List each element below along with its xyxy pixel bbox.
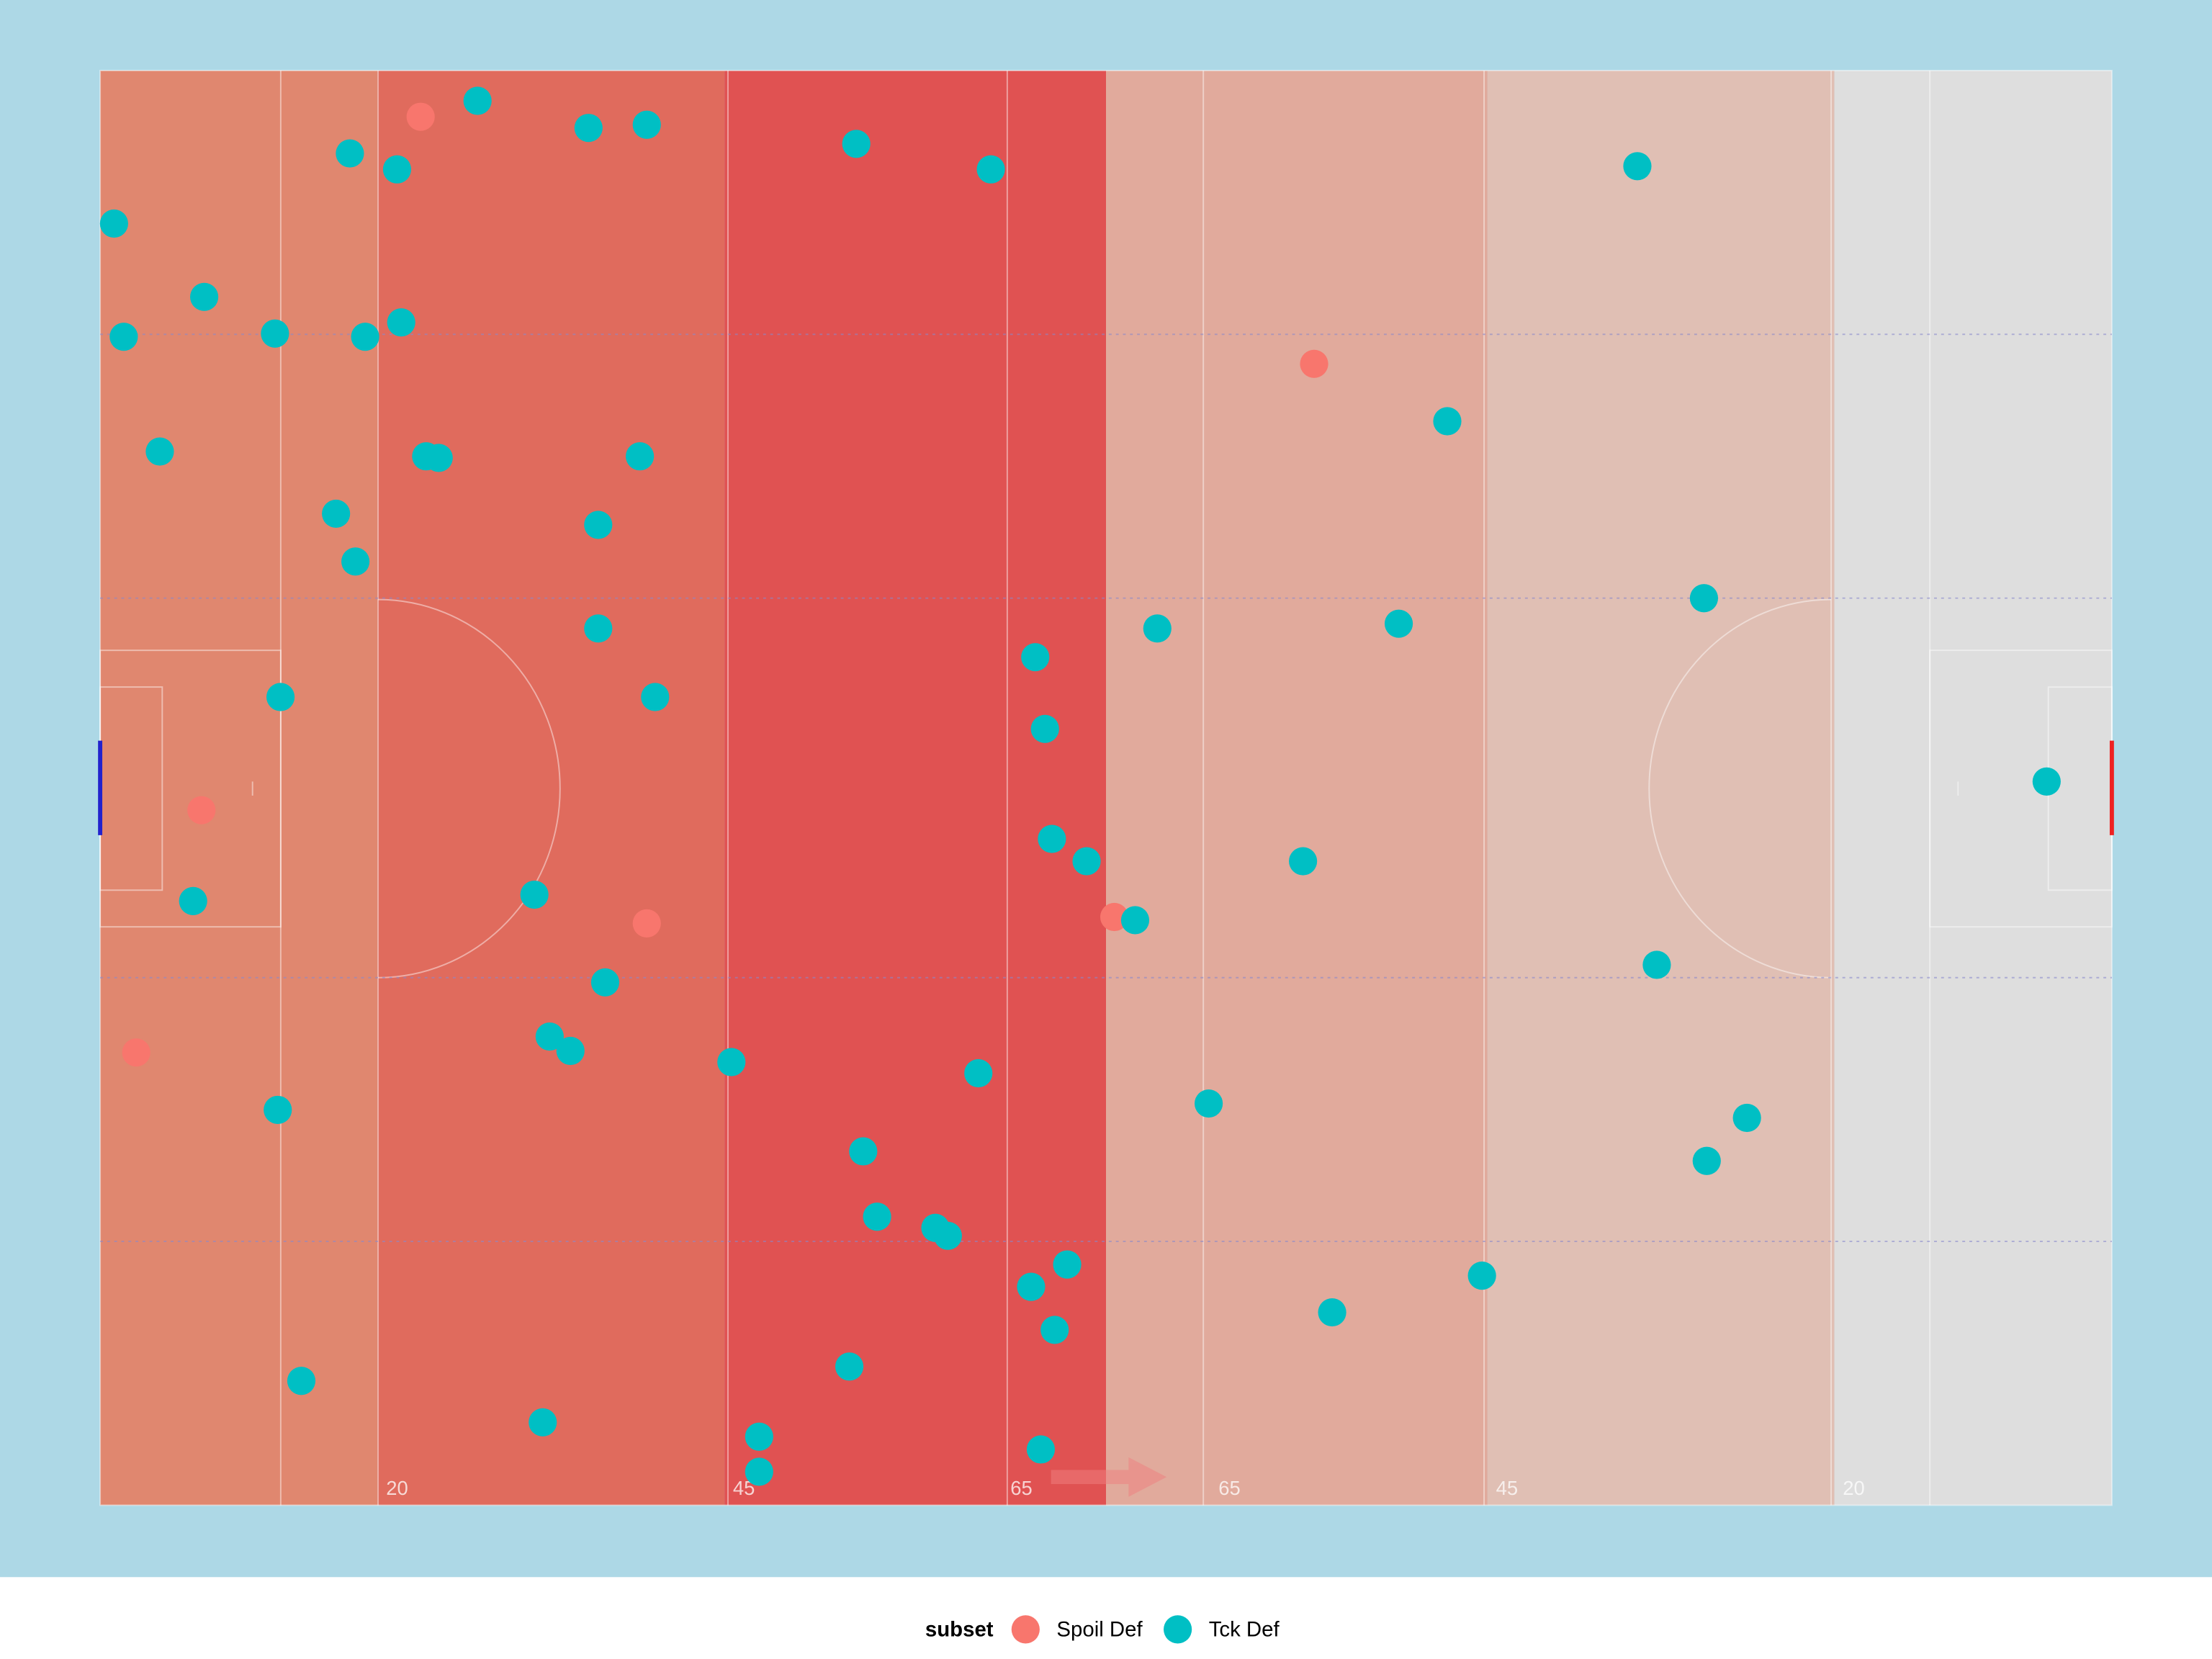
point <box>424 444 453 472</box>
point <box>264 1095 292 1124</box>
point <box>382 155 412 184</box>
legend-background <box>0 1577 2212 1659</box>
x-tick-label: 45 <box>1496 1477 1518 1499</box>
point <box>287 1367 316 1395</box>
point <box>745 1422 773 1451</box>
point <box>2032 767 2061 796</box>
point <box>976 155 1005 184</box>
point <box>590 968 620 997</box>
point <box>1318 1298 1346 1327</box>
point <box>336 139 364 168</box>
point <box>626 442 655 471</box>
point <box>351 323 379 351</box>
point <box>632 909 661 938</box>
point <box>1040 1316 1069 1344</box>
x-tick-label: 65 <box>1218 1477 1240 1499</box>
point <box>1017 1272 1046 1301</box>
legend-title: subset <box>925 1618 994 1642</box>
point <box>322 499 351 529</box>
point <box>1072 847 1101 876</box>
point <box>1100 902 1129 932</box>
point <box>187 796 216 824</box>
point <box>109 323 138 351</box>
point <box>842 130 871 158</box>
point <box>99 209 128 238</box>
point <box>1289 847 1318 876</box>
point <box>529 1408 557 1437</box>
point <box>964 1058 993 1088</box>
point <box>1642 950 1671 979</box>
zone <box>724 70 1106 1506</box>
point <box>1120 906 1150 935</box>
point <box>122 1038 150 1067</box>
point <box>849 1137 878 1166</box>
point <box>1021 643 1050 672</box>
x-tick-label: 20 <box>386 1477 408 1499</box>
point <box>933 1221 962 1250</box>
arrow-head <box>1128 1457 1167 1497</box>
point <box>641 683 670 711</box>
point <box>535 1022 564 1051</box>
point <box>1689 584 1719 613</box>
point <box>387 308 415 337</box>
point <box>520 880 549 909</box>
point <box>179 886 207 915</box>
point <box>406 102 435 131</box>
point <box>574 114 603 143</box>
point <box>584 511 613 539</box>
legend-label: Spoil Def <box>1056 1618 1143 1642</box>
point <box>1194 1089 1223 1118</box>
point <box>1143 614 1172 643</box>
point <box>1732 1103 1761 1133</box>
point <box>556 1036 585 1066</box>
point <box>463 86 492 115</box>
zone <box>1834 70 2112 1506</box>
point <box>190 282 219 311</box>
point <box>266 683 295 711</box>
zones <box>100 70 2112 1506</box>
point <box>261 319 289 348</box>
point <box>863 1202 891 1231</box>
zone <box>377 70 725 1506</box>
point <box>1433 407 1462 436</box>
point <box>1467 1262 1496 1290</box>
point <box>835 1352 864 1381</box>
point <box>745 1457 773 1486</box>
arc <box>378 598 561 979</box>
point <box>1384 609 1413 638</box>
legend-marker <box>1164 1615 1192 1644</box>
x-tick-label: 20 <box>1843 1477 1864 1499</box>
arrow-shaft <box>1051 1470 1136 1485</box>
direction-arrow <box>1051 1457 1167 1497</box>
zone <box>1487 70 1835 1506</box>
legend: subset Spoil Def Tck Def <box>925 1615 1280 1644</box>
arc <box>1648 598 1832 979</box>
point <box>717 1048 746 1076</box>
point <box>145 437 174 466</box>
point <box>1026 1435 1056 1464</box>
point <box>632 110 661 139</box>
point <box>1053 1250 1082 1279</box>
point <box>1300 349 1328 378</box>
points <box>99 86 2061 1486</box>
point <box>1038 824 1066 853</box>
point <box>1623 152 1652 181</box>
legend-marker <box>1011 1615 1040 1644</box>
legend-label: Tck Def <box>1209 1618 1280 1642</box>
point <box>1030 714 1059 743</box>
zone <box>100 70 378 1506</box>
zone <box>1106 70 1488 1506</box>
point <box>1692 1146 1721 1175</box>
point <box>584 614 613 643</box>
pitch-labels: 20 45 65 65 45 20 <box>386 1477 1865 1499</box>
x-tick-label: 65 <box>1010 1477 1032 1499</box>
point <box>341 547 370 576</box>
